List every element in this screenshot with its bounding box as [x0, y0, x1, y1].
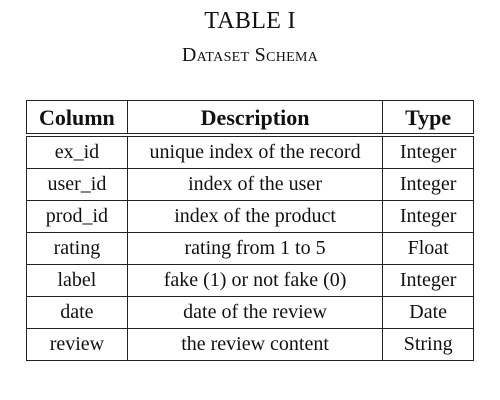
table-row: review the review content String	[26, 328, 474, 361]
dataset-schema-table: Column Description Type ex_id unique ind…	[26, 100, 474, 361]
table-row: ex_id unique index of the record Integer	[26, 133, 474, 169]
cell-description: index of the user	[126, 168, 384, 201]
header-type: Type	[382, 100, 474, 136]
cell-type: Integer	[382, 133, 474, 169]
cell-column: rating	[26, 232, 128, 265]
cell-description: unique index of the record	[126, 133, 384, 169]
table-caption-title: TABLE I	[204, 8, 296, 34]
header-column: Column	[26, 100, 128, 136]
cell-type: Integer	[382, 200, 474, 233]
cell-type: Float	[382, 232, 474, 265]
cell-description: date of the review	[126, 296, 384, 329]
cell-type: String	[382, 328, 474, 361]
table-row: date date of the review Date	[26, 296, 474, 329]
cell-column: date	[26, 296, 128, 329]
table-caption-subtitle: Dataset Schema	[181, 44, 319, 66]
table-row: prod_id index of the product Integer	[26, 200, 474, 233]
table-row: rating rating from 1 to 5 Float	[26, 232, 474, 265]
cell-type: Integer	[382, 264, 474, 297]
cell-type: Integer	[382, 168, 474, 201]
table-row: label fake (1) or not fake (0) Integer	[26, 264, 474, 297]
cell-column: ex_id	[26, 133, 128, 169]
cell-description: rating from 1 to 5	[126, 232, 384, 265]
cell-description: fake (1) or not fake (0)	[126, 264, 384, 297]
cell-column: user_id	[26, 168, 128, 201]
cell-column: label	[26, 264, 128, 297]
cell-description: the review content	[126, 328, 384, 361]
cell-type: Date	[382, 296, 474, 329]
cell-column: prod_id	[26, 200, 128, 233]
cell-description: index of the product	[126, 200, 384, 233]
table-header-row: Column Description Type	[26, 100, 474, 136]
header-description: Description	[126, 100, 384, 136]
cell-column: review	[26, 328, 128, 361]
table-row: user_id index of the user Integer	[26, 168, 474, 201]
